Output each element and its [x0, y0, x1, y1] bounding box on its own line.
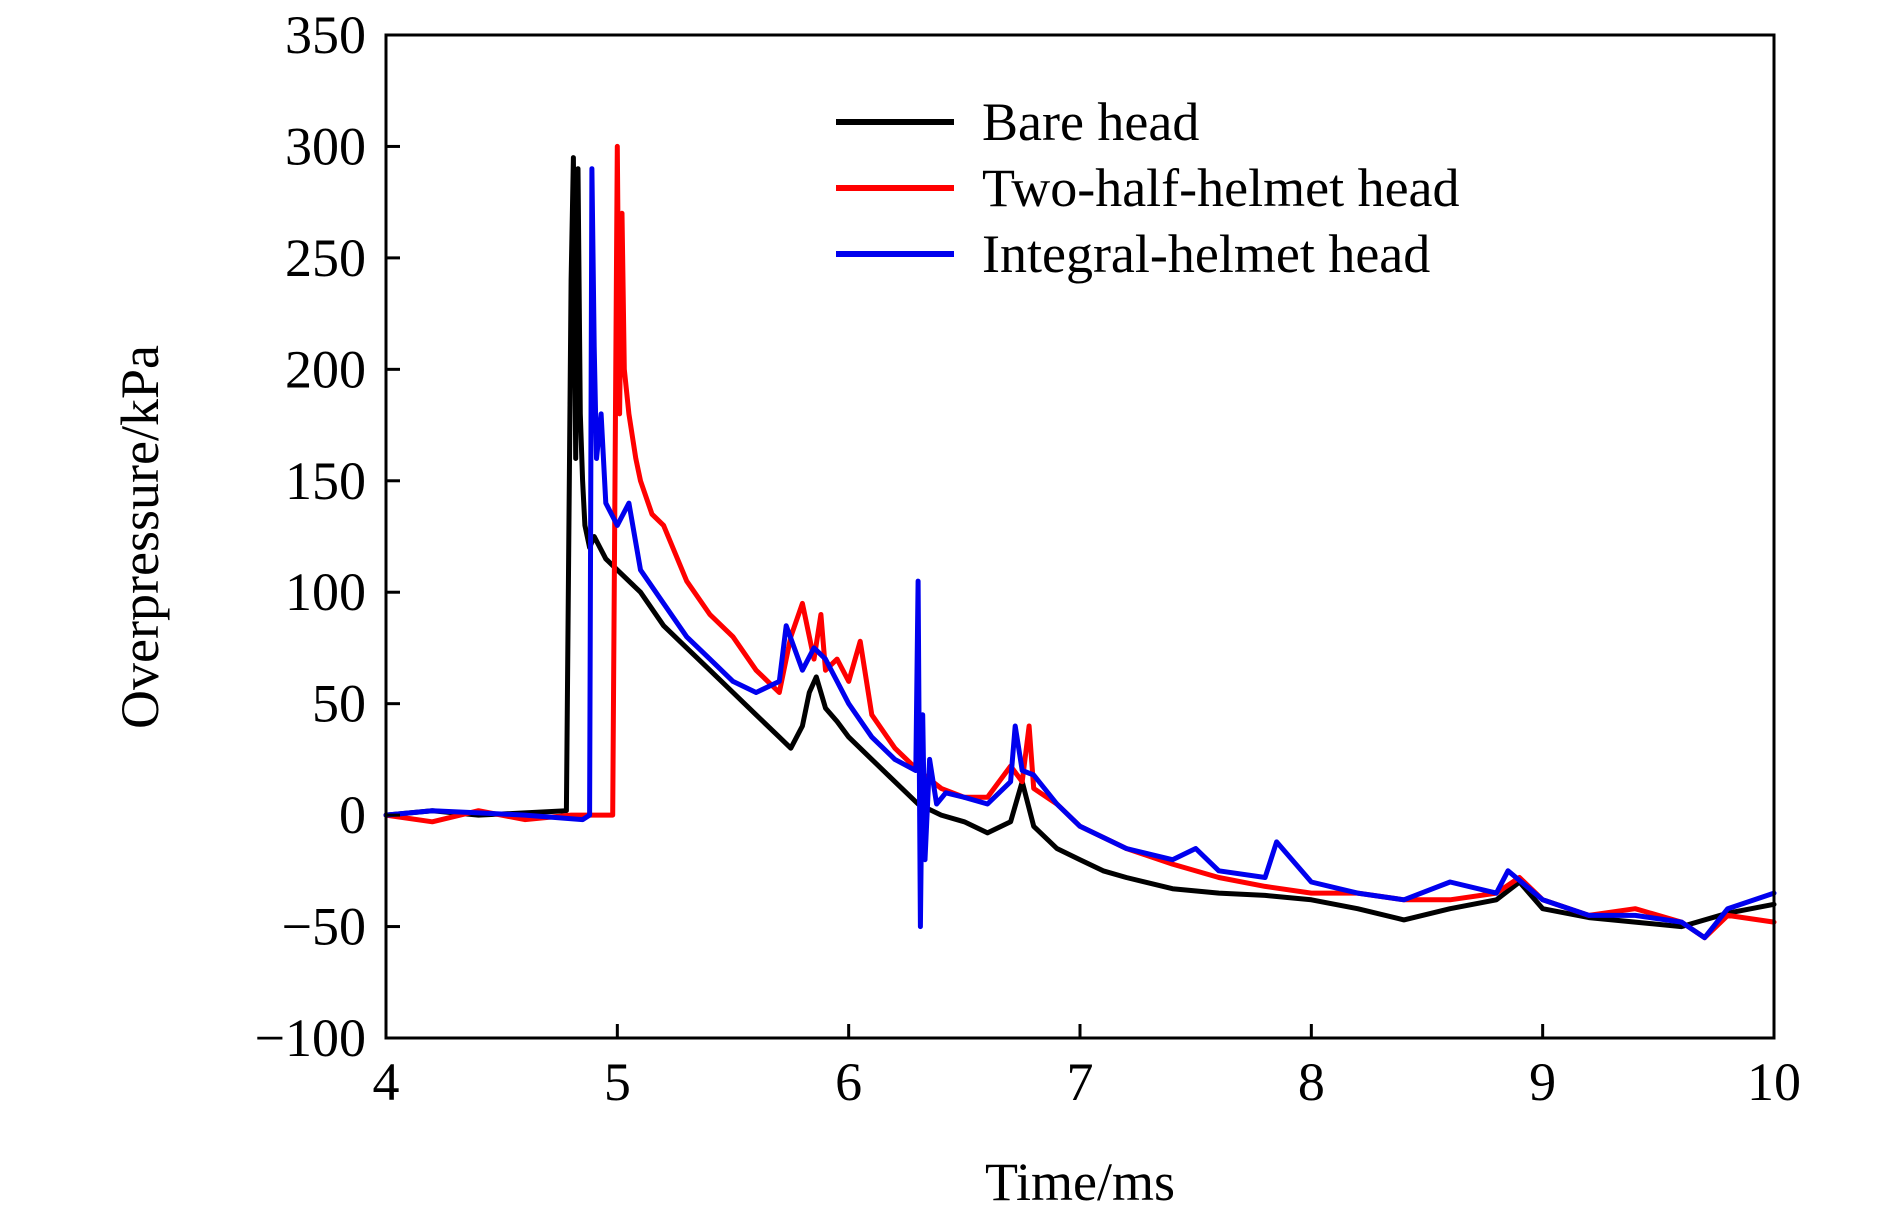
- x-tick-label: 9: [1529, 1052, 1556, 1112]
- y-tick-label: 300: [285, 116, 366, 176]
- x-tick-label: 5: [604, 1052, 631, 1112]
- legend-label-0: Bare head: [982, 92, 1199, 152]
- y-tick-label: 200: [285, 339, 366, 399]
- x-tick-label: 6: [835, 1052, 862, 1112]
- y-tick-label: 250: [285, 228, 366, 288]
- y-tick-label: 150: [285, 451, 366, 511]
- y-axis-title: Overpressure/kPa: [110, 345, 170, 729]
- y-axis: −100 −50 0 50 100 150 200 250 300 350: [255, 5, 400, 1068]
- series-line-0: [383, 155, 1777, 930]
- x-tick-label: 10: [1747, 1052, 1801, 1112]
- series-line-1: [383, 143, 1777, 941]
- y-tick-label: −50: [282, 897, 366, 957]
- y-tick-label: 50: [312, 674, 366, 734]
- y-tick-label: 0: [339, 785, 366, 845]
- x-tick-label: 8: [1298, 1052, 1325, 1112]
- series-line-2: [383, 166, 1777, 941]
- legend-label-2: Integral-helmet head: [982, 224, 1430, 284]
- x-tick-label: 7: [1067, 1052, 1094, 1112]
- series-lines: [383, 143, 1777, 941]
- y-tick-label: 100: [285, 562, 366, 622]
- x-axis: 4 5 6 7 8 9 10: [373, 1024, 1801, 1112]
- legend-label-1: Two-half-helmet head: [982, 158, 1460, 218]
- x-tick-label: 4: [373, 1052, 400, 1112]
- x-axis-title: Time/ms: [985, 1152, 1175, 1212]
- y-tick-label: 350: [285, 5, 366, 65]
- y-tick-label: −100: [255, 1008, 366, 1068]
